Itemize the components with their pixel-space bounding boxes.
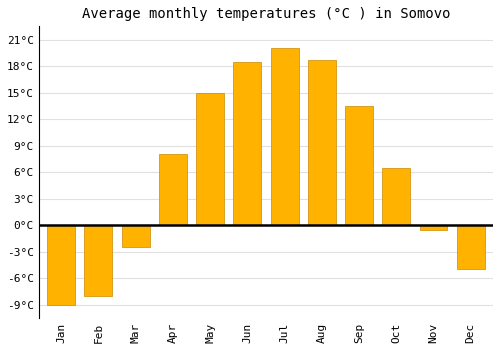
Bar [47,225,75,305]
Bar [457,225,484,270]
Bar [196,92,224,225]
Bar [122,225,150,247]
Bar [345,106,373,225]
Bar [234,62,262,225]
Bar [84,225,112,296]
Bar [270,48,298,225]
Bar [382,168,410,225]
Title: Average monthly temperatures (°C ) in Somovo: Average monthly temperatures (°C ) in So… [82,7,450,21]
Bar [420,225,448,230]
Bar [308,60,336,225]
Bar [159,154,187,225]
